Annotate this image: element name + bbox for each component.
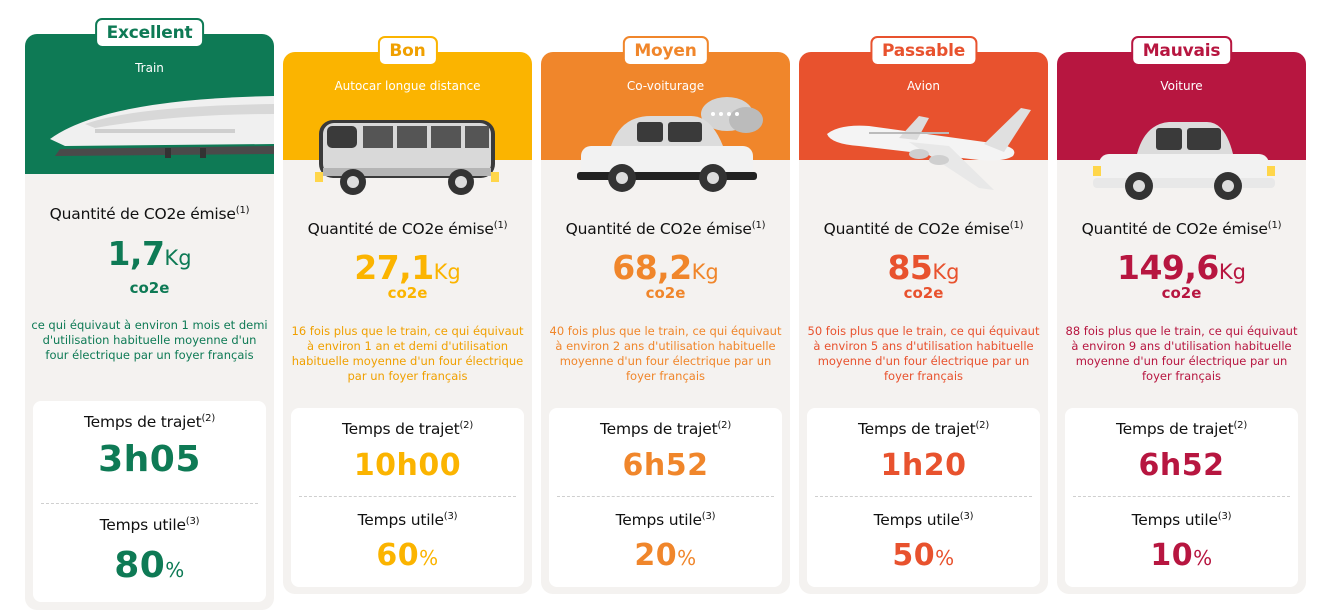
time-panel: Temps de trajet(2) 6h52 Temps utile(3) 1…: [1065, 408, 1298, 587]
useful-time-label: Temps utile(3): [357, 511, 458, 530]
travel-time-value: 1h20: [880, 448, 967, 483]
airplane-icon: [799, 102, 1048, 197]
co2-equivalence: 50 fois plus que le train, ce qui équiva…: [807, 324, 1040, 383]
travel-time-value: 3h05: [98, 439, 201, 480]
useful-time-value: 80%: [114, 545, 185, 586]
useful-time-label: Temps utile(3): [1131, 511, 1232, 530]
useful-time-value: 50%: [892, 538, 955, 573]
useful-time-value: 60%: [376, 538, 439, 573]
rating-badge: Passable: [869, 36, 978, 66]
co2-value: 149,6Kg: [1117, 248, 1246, 287]
co2-value: 68,2Kg: [612, 248, 719, 287]
time-panel: Temps de trajet(2) 1h20 Temps utile(3) 5…: [807, 408, 1040, 587]
travel-time-label: Temps de trajet(2): [857, 420, 990, 439]
travel-time-label: Temps de trajet(2): [1115, 420, 1248, 439]
rating-badge: Bon: [377, 36, 438, 66]
rating-badge: Moyen: [622, 36, 709, 66]
travel-time-label: Temps de trajet(2): [599, 420, 732, 439]
co2-unit-sub: co2e: [645, 284, 686, 302]
co2-unit-sub: co2e: [387, 284, 428, 302]
rating-card-moyen: Moyen Co-voiturage Quantité de CO2e émis…: [541, 36, 790, 594]
rating-card-mauvais: Mauvais Voiture Quantité de CO2e émise(1…: [1057, 36, 1306, 594]
train-icon: [25, 84, 274, 164]
co2-label: Quantité de CO2e émise(1): [49, 205, 250, 224]
co2-value: 27,1Kg: [354, 248, 461, 287]
transport-mode-label: Autocar longue distance: [334, 79, 481, 93]
travel-time-value: 6h52: [622, 448, 709, 483]
transport-mode-label: Voiture: [1160, 79, 1203, 93]
divider: [299, 496, 516, 497]
travel-time-value: 10h00: [353, 448, 462, 483]
co2-unit-sub: co2e: [903, 284, 944, 302]
useful-time-label: Temps utile(3): [99, 516, 200, 535]
co2-equivalence: 40 fois plus que le train, ce qui équiva…: [549, 324, 782, 383]
carpool-car-icon: [541, 94, 790, 194]
useful-time-value: 10%: [1150, 538, 1213, 573]
divider: [1073, 496, 1290, 497]
useful-time-label: Temps utile(3): [615, 511, 716, 530]
car-icon: [1057, 108, 1306, 203]
useful-time-value: 20%: [634, 538, 697, 573]
co2-equivalence: 16 fois plus que le train, ce qui équiva…: [291, 324, 524, 383]
useful-time-label: Temps utile(3): [873, 511, 974, 530]
co2-value: 85Kg: [887, 248, 960, 287]
co2-label: Quantité de CO2e émise(1): [823, 220, 1024, 239]
time-panel: Temps de trajet(2) 10h00 Temps utile(3) …: [291, 408, 524, 587]
rating-badge: Excellent: [94, 18, 205, 48]
divider: [557, 496, 774, 497]
co2-equivalence: ce qui équivaut à environ 1 mois et demi…: [31, 318, 268, 362]
transport-mode-label: Avion: [907, 79, 940, 93]
divider: [41, 503, 258, 504]
co2-label: Quantité de CO2e émise(1): [565, 220, 766, 239]
rating-card-excellent: Excellent Train Quantité de CO2e émise(1…: [25, 18, 274, 610]
co2-unit-sub: co2e: [1161, 284, 1202, 302]
transport-mode-label: Co-voiturage: [626, 79, 705, 93]
co2-equivalence: 88 fois plus que le train, ce qui équiva…: [1065, 324, 1298, 383]
co2-unit-sub: co2e: [129, 279, 170, 297]
co2-value: 1,7Kg: [107, 234, 192, 273]
divider: [815, 496, 1032, 497]
travel-time-value: 6h52: [1138, 448, 1225, 483]
time-panel: Temps de trajet(2) 6h52 Temps utile(3) 2…: [549, 408, 782, 587]
rating-badge: Mauvais: [1130, 36, 1233, 66]
rating-card-passable: Passable Avion Quantité de CO2e émise(1)…: [799, 36, 1048, 594]
co2-label: Quantité de CO2e émise(1): [307, 220, 508, 239]
co2-label: Quantité de CO2e émise(1): [1081, 220, 1282, 239]
coach-bus-icon: [283, 110, 532, 200]
travel-time-label: Temps de trajet(2): [341, 420, 474, 439]
time-panel: Temps de trajet(2) 3h05 Temps utile(3) 8…: [33, 401, 266, 602]
travel-time-label: Temps de trajet(2): [83, 413, 216, 432]
rating-card-bon: Bon Autocar longue distance Quantité de …: [283, 36, 532, 594]
transport-mode-label: Train: [135, 61, 164, 75]
